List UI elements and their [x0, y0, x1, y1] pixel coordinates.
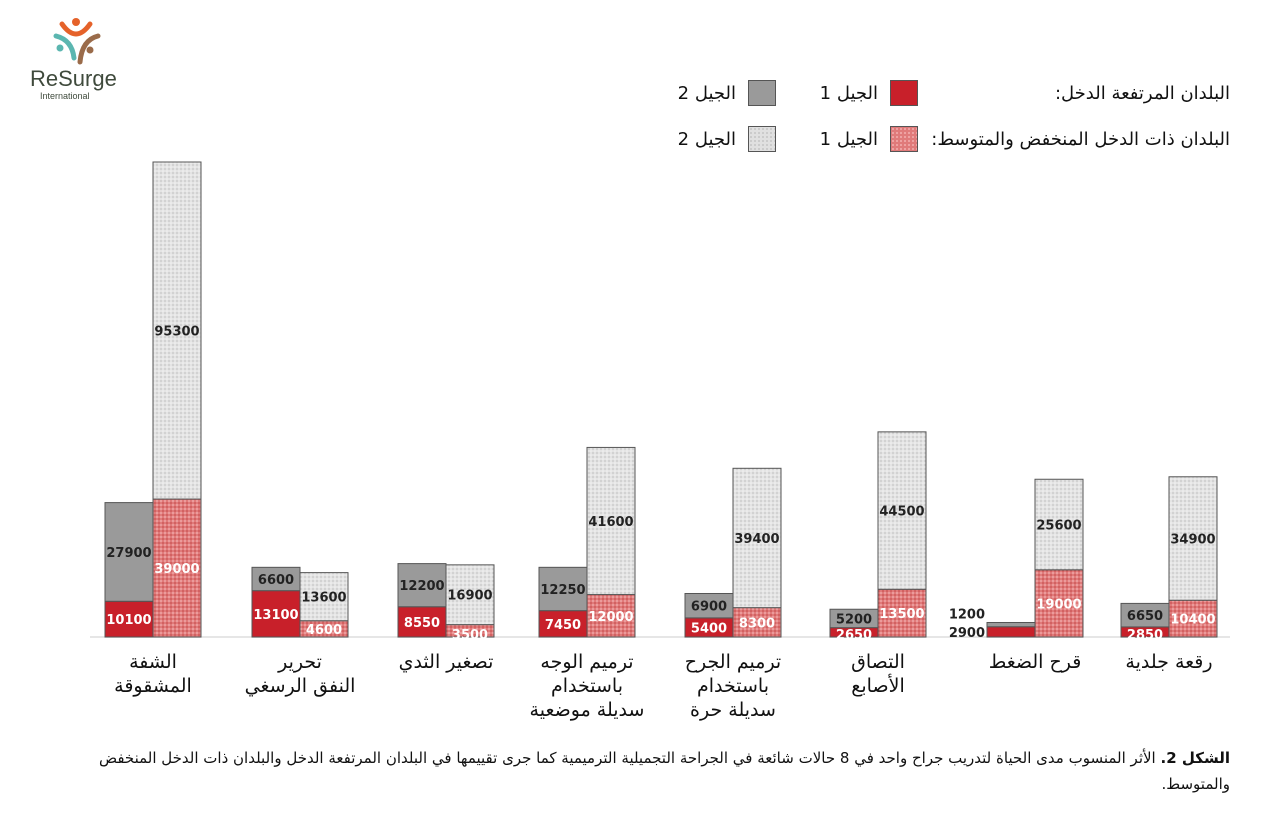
- category-label: التصاق: [851, 651, 905, 673]
- data-label-lmic-gen2: 34900: [1170, 532, 1215, 547]
- data-label-lmic-gen1: 12000: [588, 610, 633, 625]
- data-label-hic-gen1: 10100: [106, 613, 151, 628]
- bar-lmic-gen2: [732, 467, 782, 609]
- bar-lmic-gen1: [152, 498, 202, 638]
- logo-subtitle: International: [40, 91, 90, 101]
- bar-hic-gen1: [538, 610, 588, 638]
- category-label: المشقوقة: [114, 675, 192, 697]
- data-label-lmic-gen2: 95300: [154, 325, 199, 340]
- logo-text: ReSurge: [30, 66, 117, 91]
- data-label-hic-gen2: 5200: [836, 612, 872, 627]
- bar-hic-gen1: [986, 626, 1036, 638]
- caption-text: الأثر المنسوب مدى الحياة لتدريب جراح واح…: [98, 749, 1230, 793]
- data-label-lmic-gen2: 41600: [588, 515, 633, 530]
- category-label: سديلة موضعية: [530, 699, 645, 721]
- legend-lmic: البلدان ذات الدخل المنخفض والمتوسط: الجي…: [678, 126, 1230, 152]
- data-label-lmic-gen1: 19000: [1036, 597, 1081, 612]
- data-label-lmic-gen1: 10400: [1170, 613, 1215, 628]
- bar-lmic-gen1: [877, 588, 927, 638]
- legend-lmic-gen2: الجيل 2: [677, 128, 736, 150]
- legend-swatch-hic-gen2: [748, 80, 776, 106]
- bar-hic-gen1: [397, 606, 447, 638]
- data-label-hic-gen1: 2850: [1127, 628, 1163, 643]
- category-label: ترميم الجرح: [685, 651, 781, 673]
- category-label: رقعة جلدية: [1125, 651, 1212, 673]
- bar-lmic-gen2: [877, 431, 927, 590]
- bar-lmic-gen2: [299, 572, 349, 622]
- category-label: باستخدام: [551, 675, 623, 697]
- legend-swatch-lmic-gen1: [890, 126, 918, 152]
- resurge-logo-icon: [53, 18, 101, 65]
- data-label-hic-gen1: 7450: [545, 618, 581, 633]
- caption-label: الشكل 2.: [1160, 749, 1230, 767]
- bar-lmic-gen1: [1168, 599, 1218, 638]
- data-label-lmic-gen2: 13600: [301, 591, 346, 606]
- bar-lmic-gen1: [586, 594, 636, 638]
- bar-lmic-gen1: [1034, 569, 1084, 638]
- data-label-hic-gen2: 6650: [1127, 609, 1163, 624]
- bar-lmic-gen2: [445, 564, 495, 626]
- data-label-lmic-gen2: 25600: [1036, 519, 1081, 534]
- bar-hic-gen2: [986, 621, 1036, 628]
- data-label-lmic-gen1: 3500: [452, 628, 488, 643]
- legend-lmic-label: البلدان ذات الدخل المنخفض والمتوسط:: [931, 128, 1230, 150]
- data-label-hic-gen2: 1200: [949, 607, 985, 622]
- data-label-lmic-gen2: 16900: [447, 589, 492, 604]
- data-label-hic-gen2: 27900: [106, 546, 151, 561]
- data-label-lmic-gen1: 39000: [154, 562, 199, 577]
- category-label: تصغير الثدي: [399, 651, 494, 673]
- category-label: تحرير: [277, 651, 322, 673]
- data-label-hic-gen1: 2650: [836, 628, 872, 643]
- data-label-hic-gen1: 13100: [253, 608, 298, 623]
- data-label-lmic-gen2: 44500: [879, 505, 924, 520]
- bar-hic-gen2: [104, 502, 154, 602]
- data-label-lmic-gen1: 4600: [306, 623, 342, 638]
- category-label: النفق الرسغي: [245, 675, 356, 697]
- data-label-hic-gen1: 8550: [404, 616, 440, 631]
- legend-hic: البلدان المرتفعة الدخل: الجيل 1 الجيل 2: [678, 80, 1230, 106]
- legend-lmic-gen1: الجيل 1: [819, 128, 878, 150]
- category-label: باستخدام: [697, 675, 769, 697]
- data-label-hic-gen1: 2900: [949, 626, 985, 641]
- data-label-hic-gen1: 5400: [691, 621, 727, 636]
- data-label-hic-gen2: 6600: [258, 573, 294, 588]
- data-label-lmic-gen2: 39400: [734, 532, 779, 547]
- category-label: سديلة حرة: [690, 699, 776, 721]
- bar-lmic-gen2: [152, 161, 202, 500]
- data-label-hic-gen2: 6900: [691, 600, 727, 615]
- bar-hic-gen2: [397, 563, 447, 608]
- legend-hic-label: البلدان المرتفعة الدخل:: [1054, 82, 1230, 104]
- bar-lmic-gen2: [1034, 478, 1084, 571]
- data-label-lmic-gen1: 8300: [739, 616, 775, 631]
- category-label: قرح الضغط: [989, 651, 1082, 673]
- figure-caption: الشكل 2. الأثر المنسوب مدى الحياة لتدريب…: [75, 745, 1230, 797]
- legend-hic-gen1: الجيل 1: [819, 82, 878, 104]
- data-label-hic-gen2: 12200: [399, 579, 444, 594]
- category-label: الشفة: [129, 651, 177, 673]
- bar-hic-gen2: [684, 592, 734, 619]
- legend-hic-gen2: الجيل 2: [677, 82, 736, 104]
- legend-swatch-hic-gen1: [890, 80, 918, 106]
- bar-lmic-gen2: [586, 446, 636, 596]
- data-label-lmic-gen1: 13500: [879, 607, 924, 622]
- legend-swatch-lmic-gen2: [748, 126, 776, 152]
- category-label: ترميم الوجه: [540, 651, 633, 673]
- category-label: الأصابع: [851, 674, 904, 697]
- bar-lmic-gen2: [1168, 476, 1218, 601]
- data-label-hic-gen2: 12250: [540, 583, 585, 598]
